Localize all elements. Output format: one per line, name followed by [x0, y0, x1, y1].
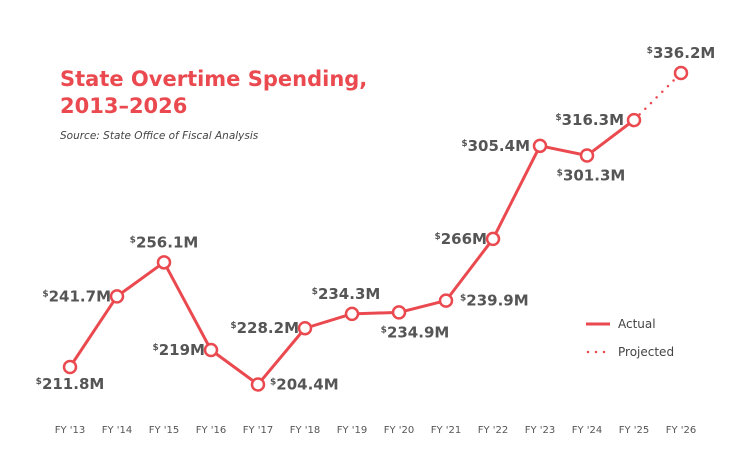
- data-point[interactable]: [62, 359, 78, 375]
- data-point[interactable]: [250, 377, 266, 392]
- data-label: $301.3M: [557, 167, 626, 185]
- legend-label-actual: Actual: [618, 317, 656, 331]
- data-point[interactable]: [532, 138, 548, 154]
- data-point[interactable]: [579, 148, 595, 163]
- x-tick-label: FY '22: [478, 425, 509, 436]
- data-label: $266M: [434, 230, 487, 248]
- data-point[interactable]: [344, 306, 360, 322]
- data-label: $228.2M: [230, 319, 299, 337]
- data-point[interactable]: [438, 293, 454, 308]
- chart-source: Source: State Office of Fiscal Analysis: [60, 130, 259, 142]
- data-label: $241.7M: [42, 287, 111, 305]
- data-label: $305.4M: [461, 137, 530, 155]
- data-label: $256.1M: [130, 233, 199, 251]
- data-point[interactable]: [203, 342, 219, 358]
- x-tick-label: FY '13: [55, 425, 86, 436]
- data-point[interactable]: [391, 305, 407, 320]
- data-label: $234.3M: [312, 285, 381, 303]
- legend-label-projected: Projected: [618, 345, 674, 359]
- x-tick-label: FY '14: [102, 425, 133, 436]
- x-tick-label: FY '18: [290, 425, 321, 436]
- data-point[interactable]: [156, 255, 172, 270]
- data-point[interactable]: [485, 231, 501, 247]
- series-line-projected: [632, 71, 683, 122]
- data-label: $204.4M: [270, 375, 339, 393]
- x-tick-label: FY '25: [619, 425, 650, 436]
- x-tick-label: FY '17: [243, 425, 274, 436]
- x-tick-label: FY '19: [337, 425, 368, 436]
- x-tick-label: FY '20: [384, 425, 415, 436]
- x-tick-label: FY '15: [149, 425, 180, 436]
- x-tick-label: FY '24: [572, 425, 603, 436]
- data-label: $336.2M: [647, 44, 716, 62]
- data-point[interactable]: [109, 289, 125, 304]
- x-tick-label: FY '16: [196, 425, 227, 436]
- data-point[interactable]: [297, 320, 313, 336]
- data-label: $316.3M: [555, 111, 624, 129]
- data-label: $211.8M: [36, 375, 105, 393]
- data-label: $219M: [152, 341, 205, 359]
- x-tick-label: FY '26: [666, 425, 697, 436]
- x-tick-label: FY '21: [431, 425, 462, 436]
- chart-title: State Overtime Spending, 2013–2026: [60, 67, 368, 118]
- data-point[interactable]: [626, 112, 642, 128]
- data-label: $239.9M: [460, 292, 529, 310]
- x-tick-label: FY '23: [525, 425, 556, 436]
- data-point[interactable]: [673, 65, 689, 81]
- data-label: $234.9M: [381, 323, 450, 341]
